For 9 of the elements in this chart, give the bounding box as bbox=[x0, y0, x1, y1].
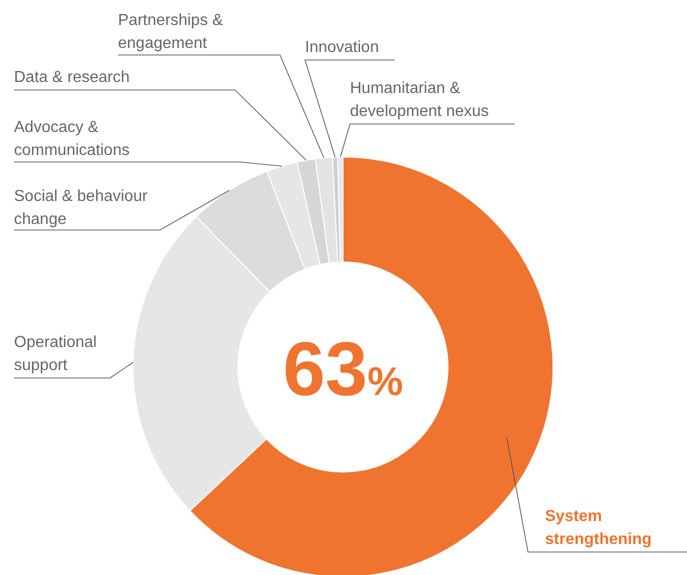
slice-label: Data & research bbox=[14, 69, 130, 86]
text: 63% bbox=[282, 327, 404, 412]
slice-label: Humanitarian & development nexus bbox=[350, 80, 489, 120]
slice-label: Advocacy & communications bbox=[14, 119, 130, 159]
slice-label: Social & behaviour change bbox=[14, 188, 148, 228]
slice-label: Partnerships & engagement bbox=[118, 12, 224, 52]
slice-label: Operational support bbox=[14, 334, 97, 374]
slice-label: System strengthening bbox=[545, 508, 652, 548]
slice-label: Innovation bbox=[305, 39, 379, 56]
